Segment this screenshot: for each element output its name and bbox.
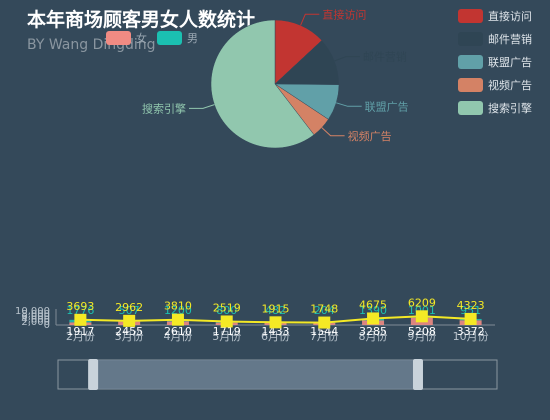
total-point-4 (220, 315, 233, 328)
x-tick-label-6: 7月份 (310, 330, 339, 343)
bar-male-value-5: 482 (265, 304, 286, 317)
bar-male-value-6: 204 (314, 304, 335, 317)
pie-label-4: 视频广告 (348, 129, 392, 143)
legend-label-source-3: 联盟广告 (488, 55, 532, 69)
y-tick-label-6: 0 (44, 320, 50, 331)
legend-swatch-female (106, 31, 131, 45)
bar-female-value-6: 1544 (310, 325, 338, 338)
bar-male-value-2: 507 (119, 304, 140, 317)
bar-female-value-2: 2455 (115, 325, 143, 338)
legend-label-source-2: 邮件营销 (488, 32, 532, 46)
x-tick-label-3: 4月份 (163, 330, 192, 343)
total-value-7: 4675 (359, 298, 387, 311)
legend-item-source-2[interactable]: 邮件营销 (458, 27, 532, 50)
legend-item-source-5[interactable]: 搜索引擎 (458, 96, 532, 119)
legend-item-source-3[interactable]: 联盟广告 (458, 50, 532, 73)
source-legend: 直接访问 邮件营销 联盟广告 视频广告 搜索引擎 (458, 4, 532, 119)
x-tick-label-1: 2月份 (66, 330, 95, 343)
legend-label-source-1: 直接访问 (488, 9, 532, 23)
legend-label-source-4: 视频广告 (488, 78, 532, 92)
bar-female-value-5: 1433 (262, 325, 290, 338)
total-point-8 (415, 310, 428, 323)
pie-label-line-3 (336, 102, 362, 107)
x-tick-label-7: 8月份 (359, 330, 388, 343)
pie-slice-5 (210, 19, 315, 149)
sex-legend: 女 男 (106, 30, 198, 46)
total-point-6 (318, 316, 331, 329)
bar-female-value-3: 2610 (164, 325, 192, 338)
pie-label-line-2 (334, 56, 360, 62)
bar-female-value-7: 3285 (359, 325, 387, 338)
bar-female-value-4: 1719 (213, 325, 241, 338)
x-tick-label-5: 6月份 (261, 330, 290, 343)
legend-label-source-5: 搜索引擎 (488, 101, 532, 115)
legend-swatch-male (157, 31, 182, 45)
zoom-slider-handle-left[interactable] (88, 359, 99, 390)
bar-female-value-9: 3372 (457, 325, 485, 338)
total-point-2 (123, 314, 136, 327)
x-tick-label-9: 10月份 (453, 330, 489, 343)
total-value-3: 3810 (164, 300, 192, 313)
legend-swatch-source-1 (458, 8, 483, 23)
bar-male-value-3: 1200 (164, 304, 192, 317)
bar-male-value-7: 1390 (359, 304, 387, 317)
legend-swatch-source-2 (458, 31, 483, 46)
total-value-4: 2519 (213, 301, 241, 314)
y-tick-label-4: 4,000 (21, 314, 50, 325)
legend-item-source-4[interactable]: 视频广告 (458, 73, 532, 96)
bar-female-value-8: 5208 (408, 325, 436, 338)
legend-swatch-source-5 (458, 100, 483, 115)
bar-male-value-4: 800 (216, 304, 237, 317)
total-value-5: 1915 (262, 302, 290, 315)
pie-label-1: 直接访问 (322, 7, 366, 21)
legend-label-male: 男 (187, 32, 198, 45)
zoom-slider-handle-right[interactable] (412, 359, 423, 390)
legend-item-source-1[interactable]: 直接访问 (458, 4, 532, 27)
pie-label-2: 邮件营销 (363, 50, 407, 64)
pie-label-line-5 (189, 104, 215, 109)
x-tick-label-4: 5月份 (212, 330, 241, 343)
total-value-8: 6209 (408, 296, 436, 309)
legend-swatch-source-4 (458, 77, 483, 92)
total-value-2: 2962 (115, 301, 143, 314)
pie-label-5: 搜索引擎 (142, 101, 186, 115)
total-point-1 (74, 313, 87, 326)
total-value-9: 4323 (457, 299, 485, 312)
legend-item-female[interactable]: 女 (106, 30, 147, 46)
total-point-7 (367, 312, 380, 325)
total-point-9 (464, 312, 477, 325)
x-tick-label-8: 9月份 (407, 330, 436, 343)
y-tick-label-5: 2,000 (21, 317, 50, 328)
bar-male-value-1: 1776 (66, 304, 94, 317)
chart-title: 本年商场顾客男女人数统计 (27, 9, 256, 31)
pie-label-line-1 (300, 13, 320, 26)
total-point-3 (171, 313, 184, 326)
x-tick-label-2: 3月份 (115, 330, 144, 343)
y-tick-label-1: 10,000 (15, 306, 50, 317)
legend-label-female: 女 (136, 32, 147, 45)
y-tick-label-3: 6,000 (21, 312, 50, 323)
pie-label-line-4 (321, 127, 345, 137)
y-tick-label-2: 8,000 (21, 309, 50, 320)
pie-label-3: 联盟广告 (365, 100, 409, 113)
total-point-5 (269, 316, 282, 329)
legend-swatch-source-3 (458, 54, 483, 69)
total-value-1: 3693 (66, 300, 94, 313)
total-value-6: 1748 (310, 303, 338, 316)
bar-female-value-1: 1917 (66, 325, 94, 338)
legend-item-male[interactable]: 男 (157, 30, 198, 46)
zoom-slider-window[interactable] (93, 360, 418, 389)
